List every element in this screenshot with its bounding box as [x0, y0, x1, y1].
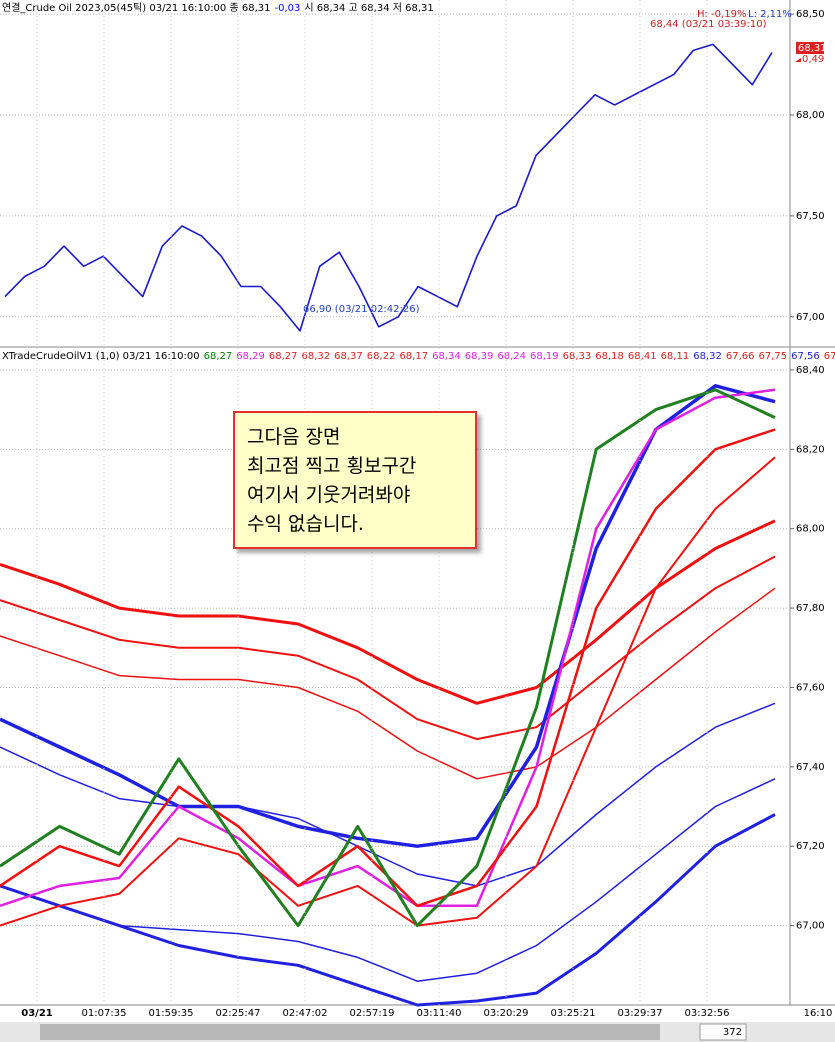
- series-line: [4, 43, 773, 332]
- change: 0,49: [802, 54, 824, 65]
- time-label: 03:25:21: [551, 1008, 596, 1019]
- header-part: 68,19: [530, 351, 559, 362]
- callout-line: 최고점 찍고 횡보구간: [247, 455, 417, 477]
- series-line: [0, 388, 776, 928]
- y-tick-label: 68,40: [796, 365, 825, 376]
- y-tick-label: 68,00: [796, 110, 825, 121]
- y-tick-label: 67,60: [796, 682, 825, 693]
- header-part: 67,56: [791, 351, 820, 362]
- end-time: 16:10: [804, 1008, 833, 1019]
- y-tick-label: 67,00: [796, 921, 825, 932]
- header-part: 68,24: [497, 351, 526, 362]
- header-part: 68,41: [628, 351, 657, 362]
- callout-line: 여기서 기웃거려봐야: [247, 484, 411, 506]
- header-part: 68,22: [367, 351, 396, 362]
- scroll-thumb[interactable]: [40, 1024, 660, 1040]
- header-part: 68,33: [563, 351, 592, 362]
- header-part: 68,39: [465, 351, 494, 362]
- last-price: 68,31: [798, 43, 827, 54]
- series-line: [0, 519, 776, 705]
- header-part: 68,32: [302, 351, 331, 362]
- series-line: [0, 384, 776, 848]
- header-part: 68,27: [204, 351, 233, 362]
- header-part: 68,18: [595, 351, 624, 362]
- bar-count: 372: [723, 1027, 742, 1038]
- y-tick-label: 68,20: [796, 444, 825, 455]
- header-part: 67,75: [758, 351, 787, 362]
- callout-line: 수익 없습니다.: [247, 513, 364, 535]
- header-part: 67,66: [726, 351, 755, 362]
- header-part: 68,27: [269, 351, 298, 362]
- series-line: [0, 587, 776, 780]
- pane-header: XTradeCrudeOilV1 (1,0) 03/21 16:10:00 68,…: [2, 351, 835, 362]
- time-label: 03:32:56: [685, 1008, 730, 1019]
- series-line: [0, 456, 776, 927]
- annotation: H: -0,19%: [697, 9, 746, 20]
- header-part: XTradeCrudeOilV1 (1,0) 03/21 16:10:00: [2, 351, 200, 362]
- y-tick-label: 68,50: [796, 9, 825, 20]
- series-line: [0, 555, 776, 741]
- series-line: [0, 388, 776, 908]
- bar-count-box[interactable]: [699, 1023, 747, 1041]
- header-part: 67,84: [824, 351, 835, 362]
- y-tick-label: 67,80: [796, 603, 825, 614]
- last-price-box: [796, 42, 824, 54]
- time-label: 02:57:19: [350, 1008, 395, 1019]
- annotation: 66,90 (03/21 02:42:26): [303, 304, 420, 315]
- change-arrow: [795, 58, 801, 62]
- annotation: L: 2,11%: [748, 9, 792, 20]
- time-label: 03:11:40: [417, 1008, 462, 1019]
- header-part: 68,34: [432, 351, 461, 362]
- header-part: 시 68,34 고 68,34 저 68,31: [304, 2, 433, 14]
- y-tick-label: 67,00: [796, 312, 825, 323]
- annotation: 68,44 (03/21 03:39:10): [650, 19, 767, 30]
- header-part: 연결_Crude Oil 2023,05(45틱) 03/21 16:10:00…: [2, 2, 270, 14]
- time-label: 03:29:37: [618, 1008, 663, 1019]
- time-label: 01:59:35: [149, 1008, 194, 1019]
- y-tick-label: 67,50: [796, 211, 825, 222]
- header-part: -0,03: [274, 3, 300, 14]
- time-label: 02:25:47: [216, 1008, 261, 1019]
- series-line: [0, 778, 776, 982]
- time-label: 03:20:29: [484, 1008, 529, 1019]
- series-line: [0, 702, 776, 887]
- y-tick-label: 67,40: [796, 762, 825, 773]
- time-label: 01:07:35: [82, 1008, 127, 1019]
- header-part: 68,11: [661, 351, 690, 362]
- header-part: 68,17: [399, 351, 428, 362]
- time-label: 02:47:02: [283, 1008, 328, 1019]
- header-part: 68,32: [693, 351, 722, 362]
- time-label: 03/21: [21, 1008, 53, 1019]
- header-part: 68,37: [334, 351, 363, 362]
- callout-line: 그다음 장면: [247, 426, 341, 448]
- pane-header: 연결_Crude Oil 2023,05(45틱) 03/21 16:10:00…: [2, 2, 434, 14]
- y-tick-label: 68,00: [796, 524, 825, 535]
- series-line: [0, 813, 776, 1007]
- header-part: 68,29: [236, 351, 265, 362]
- y-tick-label: 67,20: [796, 841, 825, 852]
